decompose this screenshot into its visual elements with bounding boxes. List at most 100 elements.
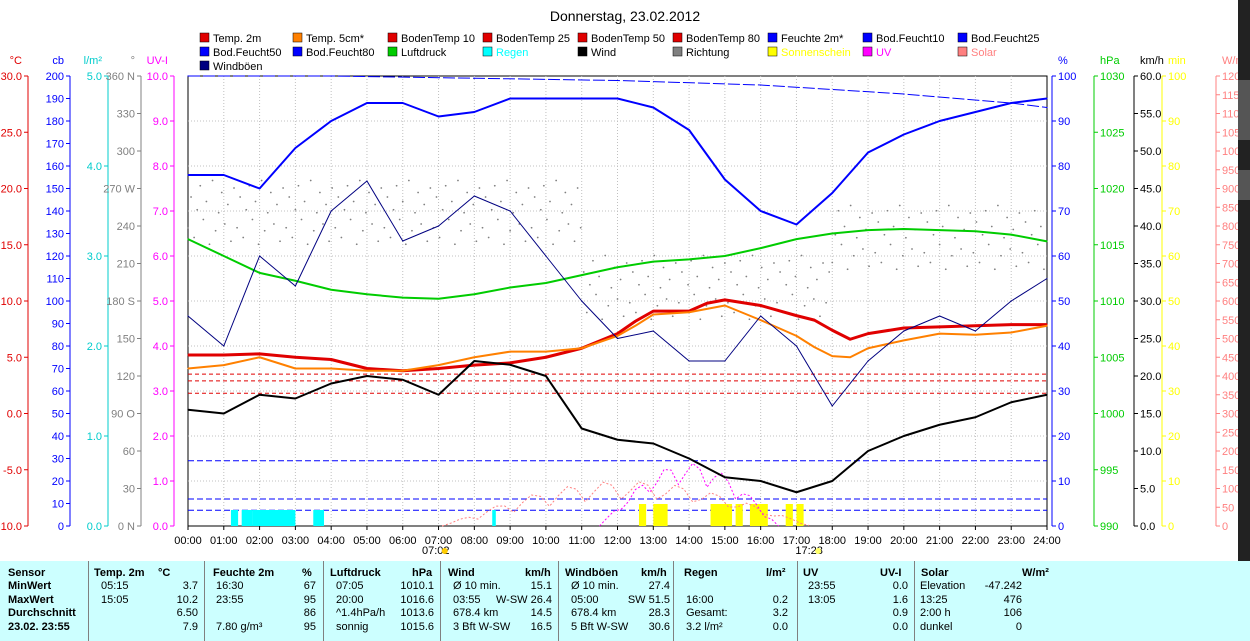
data-point: [831, 232, 833, 235]
direction-dot: [549, 200, 551, 203]
direction-dot: [625, 262, 628, 264]
direction-dot: [260, 179, 263, 182]
x-tick-label: 12:00: [604, 535, 632, 547]
direction-dot: [493, 184, 496, 187]
direction-dot: [193, 236, 196, 239]
data-point: [366, 102, 368, 104]
data-point: [867, 450, 869, 452]
legend: Temp. 2m Temp. 5cm* BodenTemp 10 BodenTemp …: [199, 32, 1040, 73]
legend-label: Feuchte 2m*: [781, 33, 844, 45]
x-tick-label: 13:00: [640, 535, 668, 547]
legend-swatch: [862, 32, 873, 43]
direction-dot: [901, 254, 904, 257]
axis-tick-label: 7.0: [153, 206, 168, 218]
axis-unit-label: °C: [10, 55, 22, 67]
direction-dot: [714, 298, 717, 300]
table-header-cell: km/h: [525, 567, 551, 579]
x-tick-label: 18:00: [818, 535, 846, 547]
data-point: [1046, 240, 1048, 242]
window-edge: [1238, 0, 1250, 561]
direction-dot: [923, 251, 926, 254]
data-point: [634, 320, 636, 322]
x-tick-label: 06:00: [389, 535, 417, 547]
data-point: [545, 375, 547, 377]
table-cell: 106: [1003, 607, 1022, 619]
direction-dot: [300, 218, 303, 221]
legend-swatch: [387, 32, 398, 43]
sunshine-bar: [710, 504, 733, 526]
axis-tick-label: 0: [1222, 521, 1228, 533]
direction-dot: [993, 268, 996, 271]
table-divider: [914, 561, 915, 641]
axis-tick-label: 140: [46, 206, 64, 218]
direction-dot: [681, 271, 683, 273]
data-point: [402, 297, 404, 299]
data-point: [366, 180, 368, 182]
data-point: [581, 427, 583, 430]
axis-tick-label: 30: [1168, 386, 1180, 398]
x-tick-label: 03:00: [282, 535, 310, 547]
legend-label: Windböen: [213, 61, 263, 73]
direction-dot: [371, 223, 373, 225]
axis-tick-label: 1015: [1100, 240, 1124, 252]
direction-dot: [205, 200, 208, 203]
data-point: [706, 302, 708, 304]
axis-tick-label: 120: [46, 251, 64, 263]
axis-tick-label: 25.0: [1, 127, 22, 139]
axis-tick-label: 90: [1058, 116, 1070, 128]
table-cell: 0.9: [892, 607, 908, 619]
data-point: [223, 364, 225, 366]
data-point: [634, 325, 636, 327]
x-tick-label: 05:00: [353, 535, 381, 547]
direction-dot: [1030, 233, 1033, 236]
direction-dot: [1006, 216, 1009, 219]
axis-tick-label: 120: [117, 371, 135, 383]
direction-dot: [935, 209, 938, 212]
direction-dot: [352, 200, 355, 203]
series-line-bod-feucht10: [188, 75, 1048, 108]
direction-dot: [211, 179, 214, 182]
direction-dot: [187, 226, 189, 229]
direction-dot: [852, 254, 855, 257]
table-cell: 28.3: [648, 607, 670, 619]
axis-tick-label: 650: [1222, 277, 1240, 289]
table-header-cell: °C: [158, 567, 171, 579]
sunshine-bar: [653, 504, 668, 526]
direction-dot: [429, 187, 432, 189]
axis-tick-label: 210: [117, 259, 135, 271]
axis-tick-label: 50: [1168, 296, 1180, 308]
direction-dot: [257, 243, 260, 246]
axis-tick-label: 700: [1222, 259, 1240, 271]
direction-dot: [509, 229, 512, 232]
direction-dot: [254, 200, 257, 203]
direction-dot: [386, 196, 389, 198]
direction-dot: [806, 286, 809, 289]
legend-swatch: [767, 32, 778, 43]
direction-dot: [631, 271, 634, 273]
axis-tick-label: 10.0: [1, 296, 22, 308]
axis-unit-label: min: [1168, 55, 1186, 67]
direction-dot: [874, 251, 877, 254]
data-point: [688, 457, 690, 460]
direction-dot: [904, 236, 907, 239]
direction-dot: [208, 243, 211, 246]
direction-dot: [515, 191, 518, 194]
axis-tick-label: 270 W: [103, 184, 135, 196]
data-point: [724, 304, 726, 307]
data-point: [330, 289, 332, 291]
legend-label: Bod.Feucht50: [213, 47, 282, 59]
data-point: [831, 480, 833, 482]
x-tick-label: 07:00: [425, 535, 453, 547]
table-row-label: MaxWert: [8, 593, 54, 606]
data-point: [509, 364, 511, 366]
table-divider: [797, 561, 798, 641]
direction-dot: [739, 259, 742, 262]
direction-dot: [785, 283, 788, 286]
data-point: [724, 360, 726, 362]
axis-tick-label: 30.0: [1, 71, 22, 83]
table-divider: [440, 561, 441, 641]
data-point: [652, 442, 654, 445]
direction-dot: [536, 236, 539, 239]
direction-dot: [690, 259, 693, 262]
legend-label: Temp. 5cm*: [306, 33, 365, 45]
